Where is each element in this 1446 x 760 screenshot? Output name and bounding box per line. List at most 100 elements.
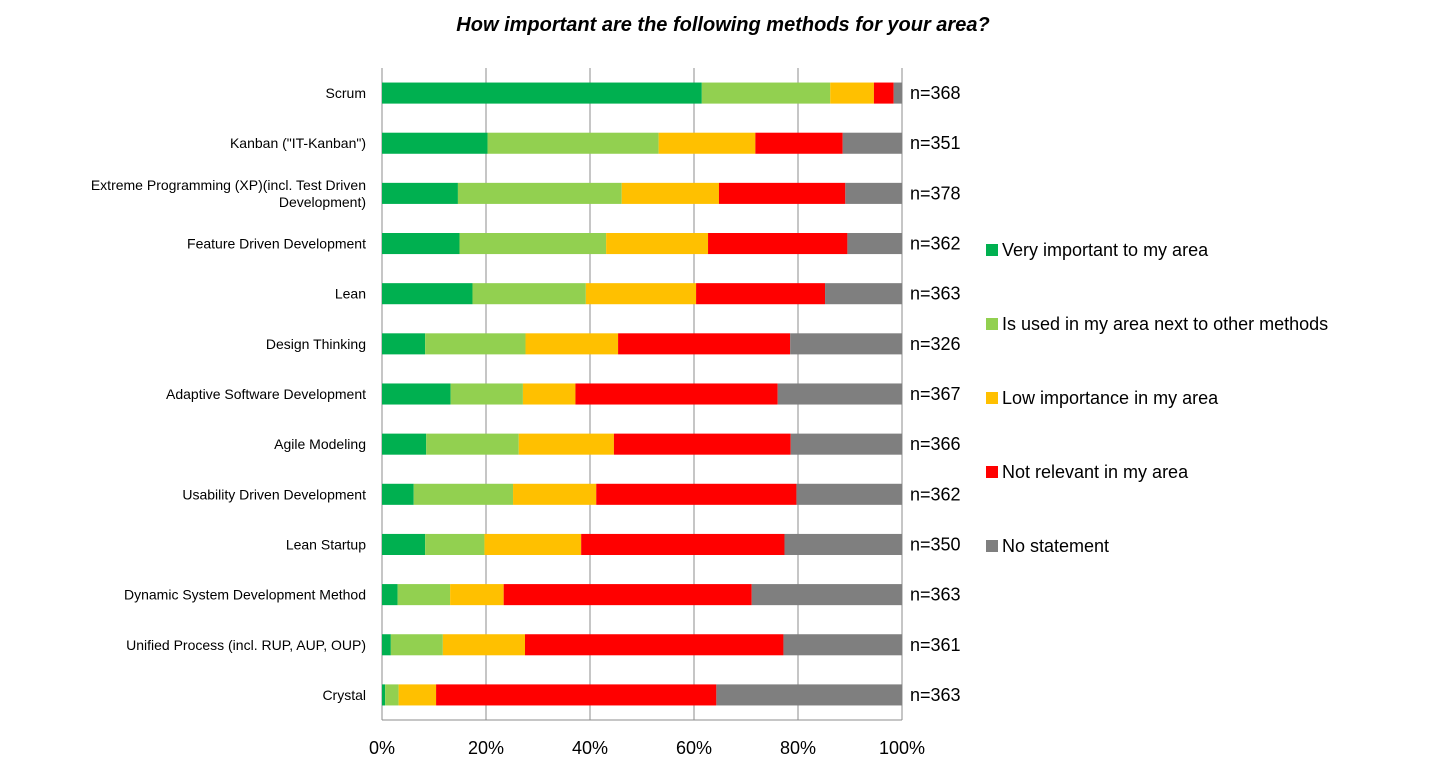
bar-segment	[701, 82, 831, 104]
bar-segment	[390, 634, 443, 656]
bar-segment	[503, 584, 752, 606]
legend-label: Very important to my area	[1002, 240, 1209, 260]
bar-segment	[777, 383, 902, 405]
bar-segment	[790, 333, 902, 355]
bar-segment	[426, 433, 519, 455]
n-label: n=363	[910, 685, 961, 705]
category-label: Scrum	[326, 85, 366, 101]
category-label: Adaptive Software Development	[166, 386, 366, 402]
bar-segment	[893, 82, 902, 104]
bar-segment	[518, 433, 614, 455]
bar-segment	[382, 533, 426, 555]
bar-segment	[716, 684, 902, 706]
bar-segment	[398, 684, 437, 706]
category-label: Lean Startup	[286, 536, 366, 552]
bar-segment	[755, 132, 843, 154]
category-label: Development)	[279, 194, 366, 210]
bar-segment	[575, 383, 778, 405]
n-label: n=368	[910, 83, 961, 103]
n-label: n=326	[910, 334, 961, 354]
bar-segment	[487, 132, 659, 154]
x-tick-label: 100%	[879, 738, 925, 758]
x-tick-label: 0%	[369, 738, 395, 758]
n-label: n=362	[910, 234, 961, 254]
legend-swatch	[986, 540, 998, 552]
category-label: Lean	[335, 286, 366, 302]
bar-segment	[382, 483, 414, 505]
bar-segment	[751, 584, 902, 606]
bar-segment	[845, 182, 902, 204]
bar-segment	[450, 584, 504, 606]
chart-title: How important are the following methods …	[456, 14, 990, 36]
n-label: n=362	[910, 484, 961, 504]
legend-label: No statement	[1002, 536, 1109, 556]
legend-label: Is used in my area next to other methods	[1002, 314, 1328, 334]
bar-segment	[382, 433, 427, 455]
x-tick-label: 60%	[676, 738, 712, 758]
category-label: Crystal	[322, 687, 366, 703]
bar-segment	[847, 233, 902, 255]
legend-swatch	[986, 392, 998, 404]
bar-segment	[830, 82, 874, 104]
bar-segment	[842, 132, 902, 154]
legend-label: Low importance in my area	[1002, 388, 1219, 408]
bar-segment	[382, 684, 386, 706]
bar-segment	[382, 383, 451, 405]
bar-segment	[413, 483, 514, 505]
bar-segment	[784, 533, 902, 555]
legend-swatch	[986, 244, 998, 256]
category-label: Agile Modeling	[274, 436, 366, 452]
bar-segment	[382, 283, 473, 305]
bar-segment	[606, 233, 709, 255]
bar-segment	[708, 233, 848, 255]
bar-segment	[382, 634, 391, 656]
bar-segment	[618, 333, 791, 355]
bar-segment	[472, 283, 586, 305]
bar-segment	[621, 182, 719, 204]
legend-swatch	[986, 318, 998, 330]
bar-segment	[382, 584, 398, 606]
bar-segment	[385, 684, 399, 706]
legend-swatch	[986, 466, 998, 478]
n-label: n=378	[910, 183, 961, 203]
category-label: Feature Driven Development	[187, 236, 366, 252]
n-label: n=363	[910, 585, 961, 605]
category-label: Unified Process (incl. RUP, AUP, OUP)	[126, 637, 366, 653]
x-tick-label: 80%	[780, 738, 816, 758]
legend-label: Not relevant in my area	[1002, 462, 1189, 482]
bar-segment	[484, 533, 582, 555]
n-label: n=361	[910, 635, 961, 655]
bar-segment	[382, 333, 426, 355]
x-tick-label: 20%	[468, 738, 504, 758]
bar-segment	[382, 182, 458, 204]
bar-segment	[825, 283, 902, 305]
bar-segment	[790, 433, 902, 455]
bar-segment	[585, 283, 697, 305]
bar-segment	[450, 383, 523, 405]
category-label: Kanban ("IT-Kanban")	[230, 135, 366, 151]
bar-segment	[382, 82, 702, 104]
category-label: Dynamic System Development Method	[124, 587, 366, 603]
category-label: Extreme Programming (XP)(incl. Test Driv…	[91, 177, 366, 193]
bar-segment	[522, 383, 576, 405]
n-label: n=367	[910, 384, 961, 404]
bar-segment	[382, 233, 460, 255]
category-label: Design Thinking	[266, 336, 366, 352]
bar-segment	[397, 584, 451, 606]
bar-segment	[442, 634, 525, 656]
bar-segment	[658, 132, 756, 154]
bar-segment	[796, 483, 902, 505]
bar-segment	[425, 333, 526, 355]
bar-segment	[873, 82, 894, 104]
bar-segment	[457, 182, 622, 204]
bar-segment	[783, 634, 902, 656]
bar-segment	[581, 533, 785, 555]
x-tick-label: 40%	[572, 738, 608, 758]
bar-segment	[718, 182, 846, 204]
n-label: n=351	[910, 133, 961, 153]
bar-segment	[596, 483, 797, 505]
n-label: n=350	[910, 534, 961, 554]
bar-segment	[459, 233, 607, 255]
bar-segment	[513, 483, 597, 505]
